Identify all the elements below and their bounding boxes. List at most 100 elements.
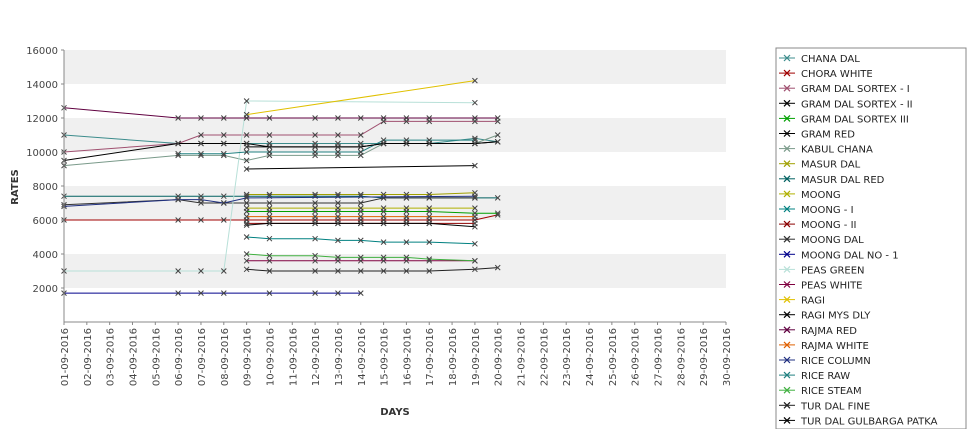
data-point <box>175 268 181 274</box>
point-mark <box>175 196 181 203</box>
data-point <box>426 205 433 211</box>
point-mark <box>357 132 364 138</box>
legend-item: RICE STEAM <box>779 386 862 397</box>
point-mark <box>312 115 318 121</box>
data-point <box>243 251 250 257</box>
data-point <box>312 132 318 138</box>
data-point <box>472 205 478 211</box>
point-mark <box>220 193 227 200</box>
series <box>243 205 478 211</box>
legend-item: MOONG <box>779 190 841 201</box>
x-tick-label: 30-09-2016 <box>722 328 733 386</box>
point-mark <box>403 220 410 227</box>
data-point <box>380 115 387 121</box>
legend-item: RAJMA RED <box>779 326 857 337</box>
data-point <box>472 223 478 230</box>
legend-box <box>775 47 967 430</box>
point-mark <box>243 251 250 257</box>
data-point <box>198 290 204 296</box>
grid-band <box>64 50 726 84</box>
x-tick-label: 27-09-2016 <box>654 328 665 386</box>
legend-label: CHANA DAL <box>801 54 860 65</box>
data-point <box>266 290 273 296</box>
data-point <box>312 205 318 211</box>
legend-swatch-mark <box>783 326 791 334</box>
legend-label: RICE STEAM <box>801 386 862 397</box>
legend-item: MOONG DAL <box>779 235 864 246</box>
point-mark <box>380 220 387 227</box>
series-line <box>246 80 475 116</box>
point-mark <box>198 115 204 121</box>
point-mark <box>494 195 501 201</box>
x-tick-label: 09-09-2016 <box>243 328 254 386</box>
x-tick-label: 20-09-2016 <box>494 328 505 386</box>
legend-item: MOONG DAL NO - 1 <box>779 250 899 261</box>
data-point <box>403 254 410 261</box>
data-point <box>243 234 250 240</box>
point-mark <box>243 132 250 138</box>
data-point <box>312 213 318 220</box>
legend-swatch-mark <box>783 265 791 273</box>
point-mark <box>380 205 387 211</box>
data-point <box>243 144 250 150</box>
legend-label: RICE COLUMN <box>801 356 871 367</box>
point-mark <box>426 205 433 211</box>
x-tick-label: 22-09-2016 <box>539 328 550 386</box>
point-mark <box>220 115 227 121</box>
legend-swatch-mark <box>783 54 791 62</box>
data-point <box>243 200 250 206</box>
series <box>243 264 501 274</box>
data-point <box>198 140 204 147</box>
point-mark <box>243 213 250 220</box>
point-mark <box>380 268 387 274</box>
legend-label: RAJMA RED <box>801 326 857 337</box>
legend-swatch-mark <box>783 175 791 183</box>
data-point <box>198 150 204 157</box>
point-mark <box>243 220 250 227</box>
point-mark <box>472 266 478 273</box>
point-mark <box>220 268 227 274</box>
data-point <box>220 140 227 147</box>
data-point <box>335 115 341 121</box>
data-point <box>243 213 250 220</box>
point-mark <box>198 290 204 296</box>
data-point <box>220 268 227 274</box>
point-mark <box>403 268 410 274</box>
series <box>175 137 478 157</box>
x-tick-label: 23-09-2016 <box>562 328 573 386</box>
point-mark <box>403 213 410 220</box>
y-axis-label: RATES <box>10 169 21 205</box>
point-mark <box>472 77 478 84</box>
point-mark <box>266 115 273 121</box>
point-mark <box>494 212 501 218</box>
point-mark <box>220 132 227 138</box>
x-tick-label: 06-09-2016 <box>174 328 185 386</box>
point-mark <box>380 254 387 261</box>
point-mark <box>266 144 273 150</box>
point-mark <box>312 235 318 242</box>
legend-swatch-mark <box>783 145 791 153</box>
series <box>61 193 478 210</box>
legend-label: RICE RAW <box>801 371 850 382</box>
data-point <box>472 115 478 121</box>
x-tick-label: 24-09-2016 <box>585 328 596 386</box>
legend-swatch-mark <box>783 114 791 122</box>
data-point <box>243 166 250 172</box>
point-mark <box>380 213 387 220</box>
point-mark <box>335 290 341 296</box>
data-point <box>312 200 318 206</box>
data-point <box>243 205 250 211</box>
legend-swatch-mark <box>783 386 791 394</box>
point-mark <box>175 150 181 157</box>
legend-label: TUR DAL GULBARGA PATKA <box>800 416 938 427</box>
series <box>243 162 478 172</box>
point-mark <box>243 257 250 264</box>
data-point <box>220 290 227 296</box>
point-mark <box>220 217 227 223</box>
series-line <box>64 100 475 272</box>
data-point <box>494 264 501 271</box>
legend-swatch-mark <box>783 205 791 213</box>
point-mark <box>403 115 410 121</box>
legend-item: GRAM DAL SORTEX - II <box>779 99 913 110</box>
